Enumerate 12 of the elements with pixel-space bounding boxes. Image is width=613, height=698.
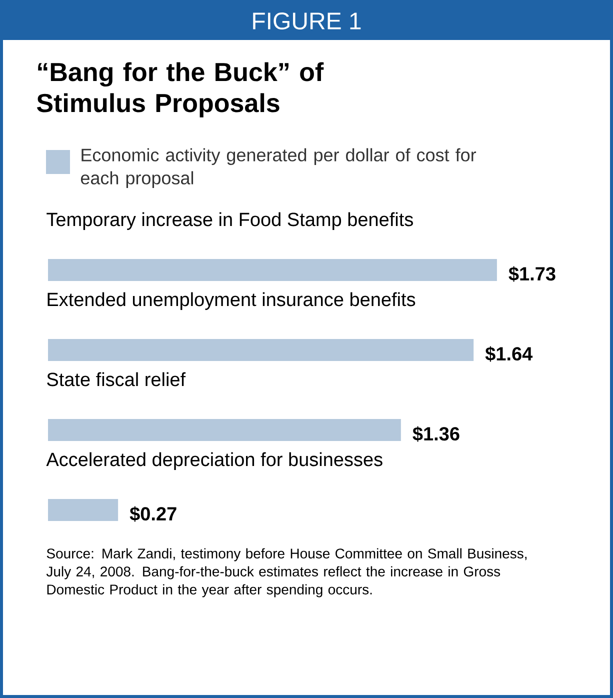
data-label: $0.27 (130, 506, 176, 522)
chart-title: “Bang for the Buck” of Stimulus Proposals (36, 62, 324, 118)
source-note: Source: Mark Zandi, testimony before House Committee on Small Business, July 24, 2008. Bang-for-the-buck estimates reflect the increase in Gross Domestic Product in the year after spending occurs. (46, 548, 527, 598)
data-label: $1.73 (508, 266, 556, 282)
legend-label: Economic activity generated per dollar of cost for each proposal (80, 148, 476, 188)
y-tick-label: Accelerated depreciation for businesses (46, 452, 382, 470)
data-label: $1.64 (485, 346, 533, 362)
y-tick-label: Temporary increase in Food Stamp benefits (46, 212, 413, 230)
caption: FIGURE 1 (253, 12, 361, 30)
y-tick-label: State fiscal relief (47, 372, 186, 386)
y-tick-label: Extended unemployment insurance benefits (48, 292, 416, 310)
data-label: $1.36 (412, 426, 460, 442)
